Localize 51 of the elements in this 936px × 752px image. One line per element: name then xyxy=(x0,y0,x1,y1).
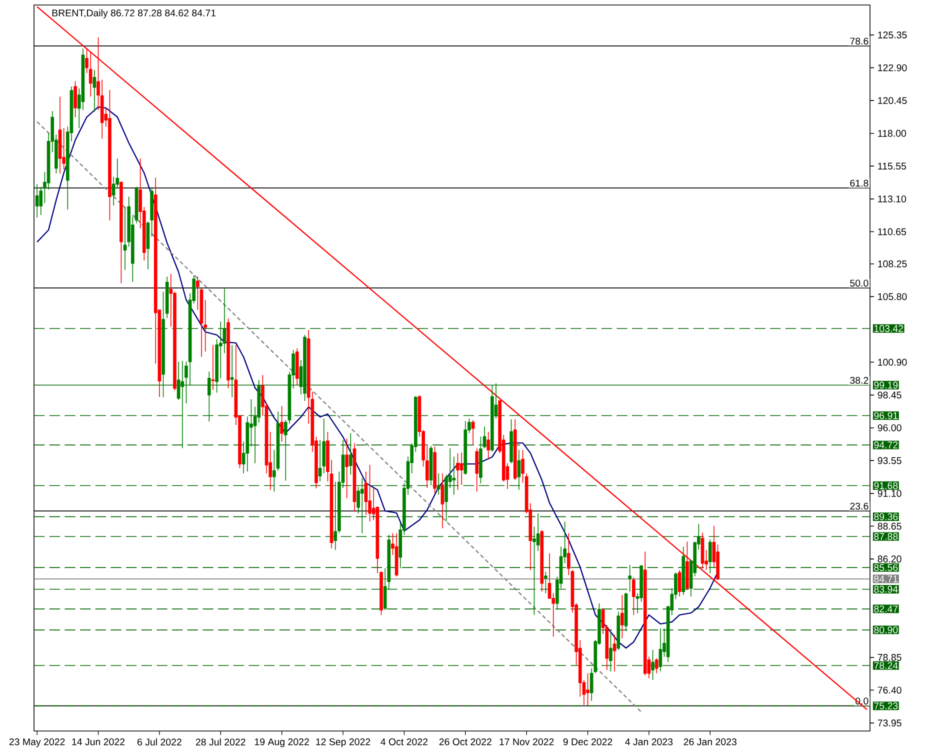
x-tick-label: 6 Jul 2022 xyxy=(137,738,182,746)
annotation: 61.8 xyxy=(850,180,868,187)
y-tick-label: 105.80 xyxy=(878,293,907,300)
y-tick-label: 118.00 xyxy=(878,130,906,137)
y-tick-label: 100.90 xyxy=(878,358,907,366)
ref-line-label: 78.24 xyxy=(874,662,898,669)
y-tick-label: 120.45 xyxy=(878,97,907,104)
x-tick-label: 4 Oct 2022 xyxy=(380,738,428,746)
x-tick-label: 17 Nov 2022 xyxy=(500,738,554,746)
y-tick-label: 93.55 xyxy=(878,457,902,464)
y-tick-label: 78.85 xyxy=(878,654,902,661)
annotation: 78.6 xyxy=(850,38,868,45)
ref-line-label: 85.56 xyxy=(874,564,898,572)
x-tick-label: 14 Jun 2022 xyxy=(72,738,125,746)
y-tick-label: 115.55 xyxy=(878,162,906,170)
y-tick-label: 113.10 xyxy=(878,195,906,202)
ref-line-label: 99.19 xyxy=(874,382,898,389)
x-tick-label: 12 Sep 2022 xyxy=(316,738,370,748)
x-tick-label: 28 Jul 2022 xyxy=(196,738,246,746)
y-tick-label: 122.90 xyxy=(878,64,907,72)
ref-line-label: 80.90 xyxy=(874,626,898,634)
ref-line-label: 75.23 xyxy=(874,702,898,710)
y-tick-label: 108.25 xyxy=(878,260,907,268)
y-tick-label: 96.00 xyxy=(878,424,902,432)
x-tick-label: 26 Oct 2022 xyxy=(439,738,492,746)
y-tick-label: 110.65 xyxy=(878,228,906,236)
x-tick-label: 26 Jan 2023 xyxy=(684,738,736,746)
y-tick-label: 88.65 xyxy=(878,522,902,530)
ref-line-label: 84.71 xyxy=(874,575,898,582)
annotation: 23.6 xyxy=(850,502,868,510)
annotation: 50.0 xyxy=(850,280,868,287)
y-tick-label: 76.40 xyxy=(878,686,902,694)
y-tick-label: 86.20 xyxy=(878,556,902,562)
y-tick-label: 73.95 xyxy=(878,720,902,726)
ref-line-label: 82.47 xyxy=(874,605,898,612)
ref-line-label: 94.72 xyxy=(874,442,898,448)
y-tick-label: 91.10 xyxy=(878,490,902,497)
annotation: 38.2 xyxy=(850,376,868,384)
y-tick-label: 125.35 xyxy=(878,32,907,38)
ref-line-label: 96.91 xyxy=(874,412,898,420)
ref-line-label: 103.42 xyxy=(874,325,904,332)
ref-line-label: 83.94 xyxy=(874,586,898,593)
x-tick-label: 9 Dec 2022 xyxy=(563,738,612,746)
x-tick-label: 23 May 2022 xyxy=(9,738,65,748)
chart-title: BRENT,Daily 86.72 87.28 84.62 84.71 xyxy=(52,9,216,18)
y-tick-label: 98.45 xyxy=(878,392,902,398)
ref-line-label: 89.36 xyxy=(874,513,898,520)
x-tick-label: 19 Aug 2022 xyxy=(254,738,309,748)
x-tick-label: 4 Jan 2023 xyxy=(625,738,673,746)
ref-line-label: 87.88 xyxy=(874,533,898,540)
ref-line-label: 91.68 xyxy=(874,482,898,490)
